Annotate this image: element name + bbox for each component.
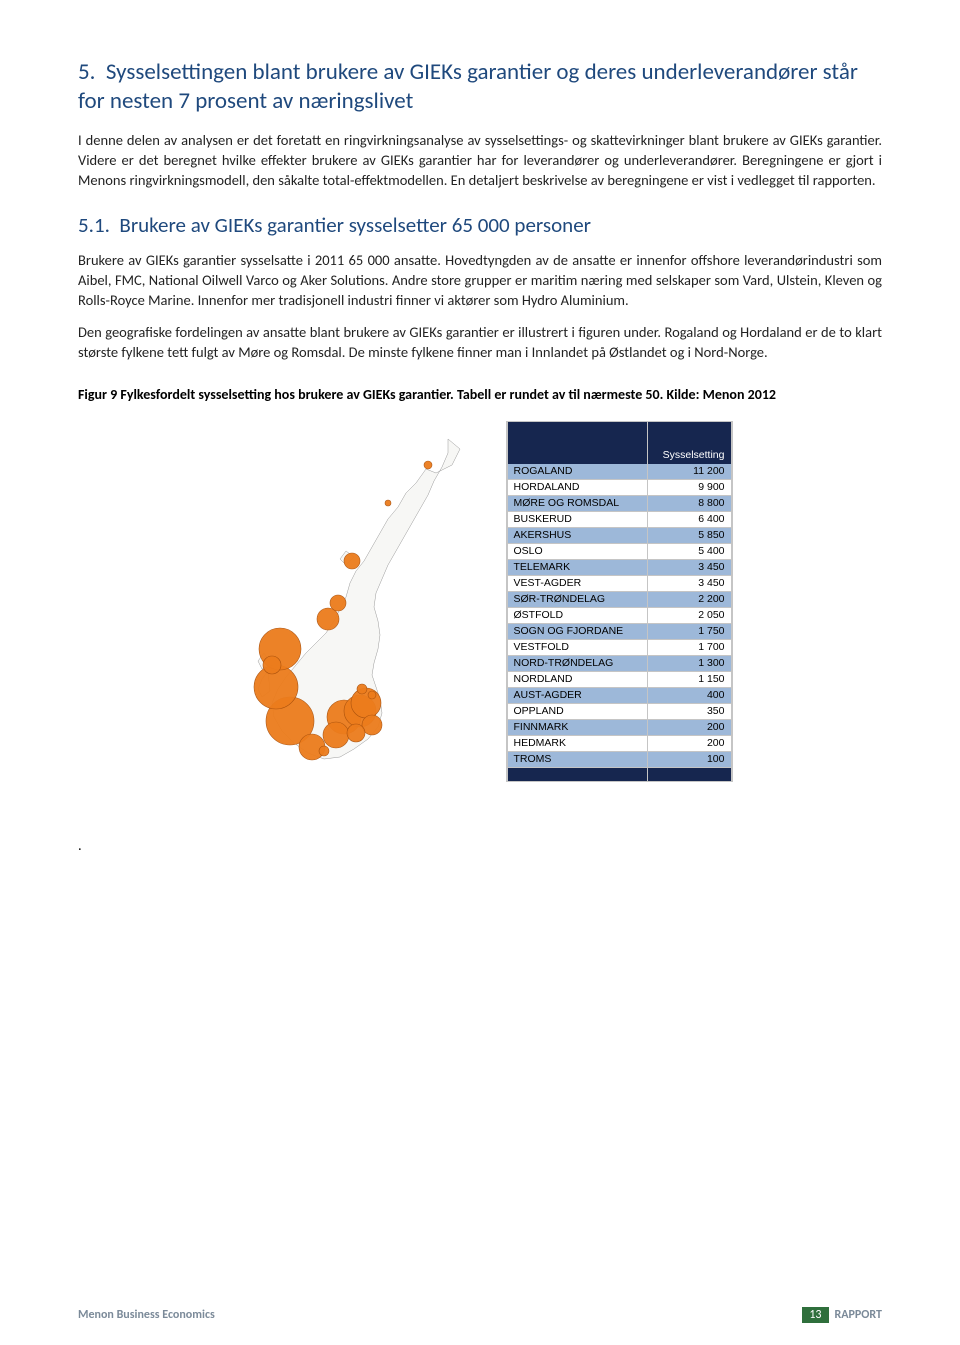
fylke-name: SØR-TRØNDELAG [507,591,647,607]
table-row: OSLO5 400 [507,543,731,559]
fylke-name: SOGN OG FJORDANE [507,623,647,639]
subsection-title: Brukere av GIEKs garantier sysselsetter … [119,212,591,238]
map-bubble [263,656,281,674]
fylke-value: 2 200 [647,591,731,607]
map-bubble [344,553,360,569]
fylke-value: 3 450 [647,559,731,575]
fylke-value: 8 800 [647,495,731,511]
page-footer: Menon Business Economics 13 RAPPORT [0,1307,960,1323]
map-bubble [351,688,381,718]
fylke-value: 6 400 [647,511,731,527]
table-row: HORDALAND9 900 [507,479,731,495]
map-svg [228,421,498,781]
table-row: AUST-AGDER400 [507,687,731,703]
fylke-value: 9 900 [647,479,731,495]
subsection-paragraph-1: Brukere av GIEKs garantier sysselsatte i… [78,250,882,310]
map-bubble [330,595,346,611]
map-bubble [385,500,391,506]
map-bubble [323,722,349,748]
fylke-value: 5 850 [647,527,731,543]
section-heading: 5. Sysselsettingen blant brukere av GIEK… [78,58,882,116]
footer-page-number: 13 [802,1307,828,1323]
fylke-name: OPPLAND [507,703,647,719]
subsection-heading: 5.1. Brukere av GIEKs garantier sysselse… [78,212,882,238]
fylke-value: 200 [647,719,731,735]
fylke-name: NORDLAND [507,671,647,687]
fylke-name: TELEMARK [507,559,647,575]
fylke-name: FINNMARK [507,719,647,735]
table-row: TELEMARK3 450 [507,559,731,575]
trailing-dot: . [78,836,882,854]
map-bubble [357,684,367,694]
fylke-value: 1 150 [647,671,731,687]
fylke-value: 350 [647,703,731,719]
figure-caption: Figur 9 Fylkesfordelt sysselsetting hos … [78,386,882,403]
section-number: 5. [78,58,95,86]
fylke-value: 1 750 [647,623,731,639]
fylke-name: HORDALAND [507,479,647,495]
table-body: ROGALAND11 200HORDALAND9 900MØRE OG ROMS… [507,464,731,768]
fylke-name: ØSTFOLD [507,607,647,623]
table-row: AKERSHUS5 850 [507,527,731,543]
section-title: Sysselsettingen blant brukere av GIEKs g… [78,58,858,115]
employment-table-box: Sysselsetting ROGALAND11 200HORDALAND9 9… [506,421,733,783]
map-bubble [424,461,432,469]
figure-row: Sysselsetting ROGALAND11 200HORDALAND9 9… [78,421,882,783]
fylke-name: HEDMARK [507,735,647,751]
fylke-name: ROGALAND [507,464,647,480]
table-row: NORDLAND1 150 [507,671,731,687]
table-row: SOGN OG FJORDANE1 750 [507,623,731,639]
map-bubble [319,746,329,756]
table-header-name [507,446,647,464]
page-content: 5. Sysselsettingen blant brukere av GIEK… [0,0,960,894]
footer-brand: Menon Business Economics [78,1308,215,1322]
fylke-name: MØRE OG ROMSDAL [507,495,647,511]
table-row: SØR-TRØNDELAG2 200 [507,591,731,607]
fylke-value: 3 450 [647,575,731,591]
table-row: BUSKERUD6 400 [507,511,731,527]
map-bubble [317,608,339,630]
table-row: VEST-AGDER3 450 [507,575,731,591]
fylke-value: 200 [647,735,731,751]
norway-map [228,421,498,781]
subsection-number: 5.1. [78,212,110,238]
fylke-value: 2 050 [647,607,731,623]
table-row: OPPLAND350 [507,703,731,719]
section-paragraph: I denne delen av analysen er det foretat… [78,130,882,190]
employment-table: Sysselsetting ROGALAND11 200HORDALAND9 9… [507,422,732,782]
fylke-name: TROMS [507,751,647,767]
fylke-name: VEST-AGDER [507,575,647,591]
subsection-paragraph-2: Den geografiske fordelingen av ansatte b… [78,322,882,362]
map-bubble [368,691,376,699]
fylke-value: 100 [647,751,731,767]
fylke-value: 400 [647,687,731,703]
footer-label: RAPPORT [835,1308,883,1322]
fylke-value: 5 400 [647,543,731,559]
fylke-name: BUSKERUD [507,511,647,527]
fylke-value: 11 200 [647,464,731,480]
table-row: VESTFOLD1 700 [507,639,731,655]
table-row: FINNMARK200 [507,719,731,735]
fylke-name: AUST-AGDER [507,687,647,703]
fylke-name: VESTFOLD [507,639,647,655]
table-row: HEDMARK200 [507,735,731,751]
fylke-value: 1 300 [647,655,731,671]
table-row: MØRE OG ROMSDAL8 800 [507,495,731,511]
fylke-name: OSLO [507,543,647,559]
table-row: TROMS100 [507,751,731,767]
map-bubble [347,724,365,742]
table-row: NORD-TRØNDELAG1 300 [507,655,731,671]
table-row: ROGALAND11 200 [507,464,731,480]
fylke-name: NORD-TRØNDELAG [507,655,647,671]
table-header-value: Sysselsetting [647,446,731,464]
fylke-value: 1 700 [647,639,731,655]
table-row: ØSTFOLD2 050 [507,607,731,623]
fylke-name: AKERSHUS [507,527,647,543]
